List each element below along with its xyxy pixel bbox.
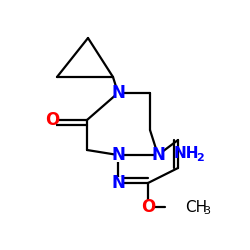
Text: N: N — [111, 174, 125, 192]
Bar — [48, 114, 56, 126]
Text: NH: NH — [174, 146, 200, 160]
Text: N: N — [151, 146, 165, 164]
Text: N: N — [111, 146, 125, 164]
Bar — [154, 148, 162, 162]
Text: N: N — [111, 84, 125, 102]
Text: O: O — [45, 111, 59, 129]
Bar — [114, 148, 122, 162]
Text: 2: 2 — [196, 153, 204, 163]
Text: CH: CH — [185, 200, 207, 214]
Text: 3: 3 — [203, 206, 210, 216]
Bar — [114, 86, 122, 100]
Text: O: O — [141, 198, 155, 216]
Bar — [114, 176, 122, 190]
Bar — [144, 200, 152, 213]
